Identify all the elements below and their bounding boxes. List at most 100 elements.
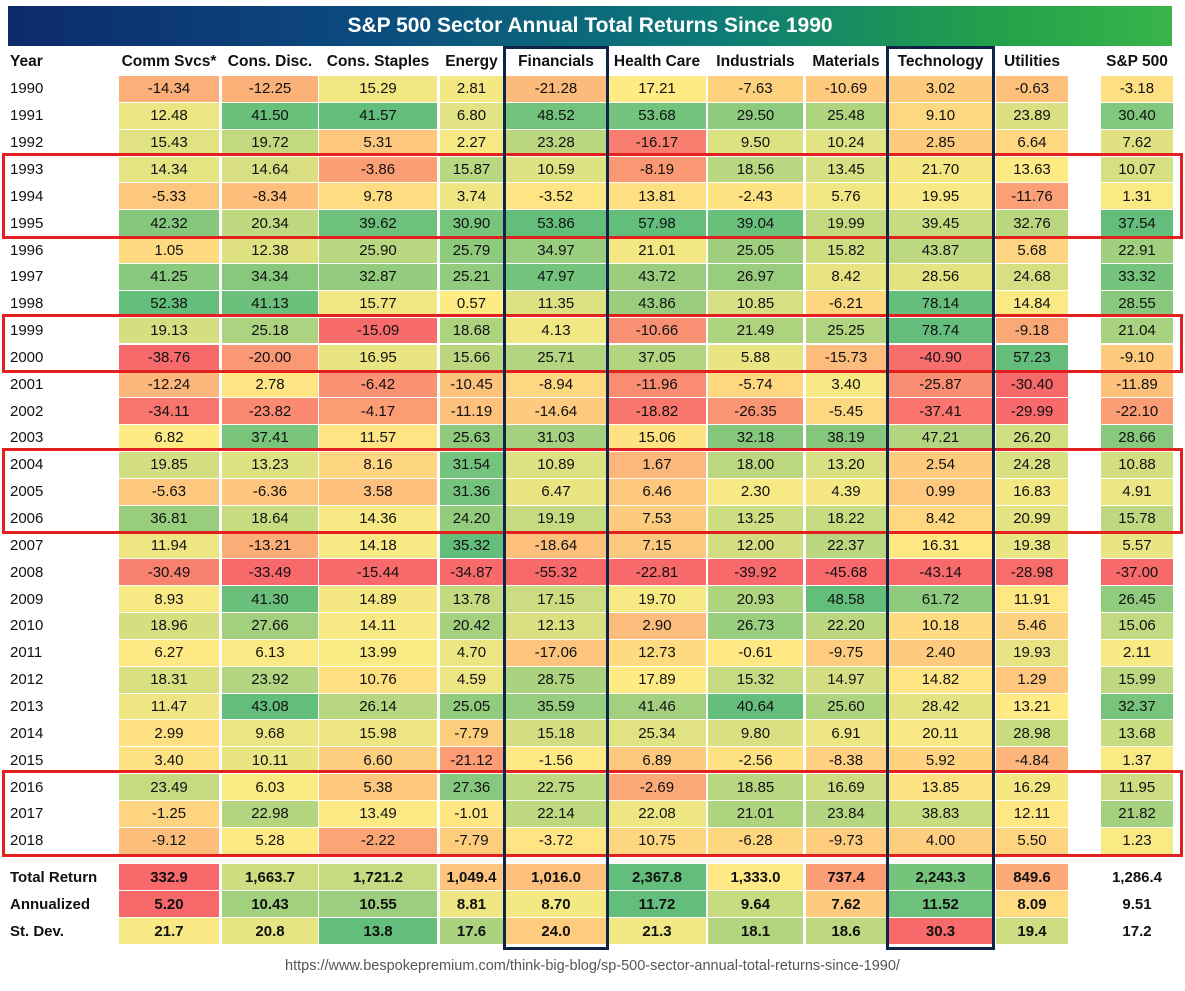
data-cell: 3.58 [319, 478, 437, 505]
data-cell: 32.76 [996, 210, 1068, 237]
data-cell: 21.04 [1101, 317, 1173, 344]
data-cell: -33.49 [222, 559, 318, 586]
data-cell: -15.73 [806, 344, 886, 371]
data-cell: 23.28 [506, 129, 606, 156]
data-cell: -3.18 [1101, 76, 1173, 102]
data-cell: 6.47 [506, 478, 606, 505]
data-cell: 30.40 [1101, 102, 1173, 129]
data-cell: 19.38 [996, 532, 1068, 559]
data-cell: 18.96 [119, 613, 219, 639]
data-cell: 5.92 [889, 747, 992, 774]
data-cell: 25.60 [806, 693, 886, 720]
data-cell: 10.11 [222, 747, 318, 774]
data-cell: 10.75 [608, 827, 706, 854]
data-cell: 15.43 [119, 129, 219, 156]
data-cell: 6.89 [608, 747, 706, 774]
data-cell: 23.49 [119, 774, 219, 800]
data-cell: 25.34 [608, 720, 706, 747]
data-cell: -2.69 [608, 774, 706, 800]
data-cell: 12.48 [119, 102, 219, 129]
summary-cell: 8.09 [996, 891, 1068, 917]
data-cell: 38.19 [806, 425, 886, 451]
data-cell: 6.03 [222, 774, 318, 800]
data-cell: 17.15 [506, 586, 606, 612]
summary-cell: 1,663.7 [222, 864, 318, 890]
year-label: 2000 [10, 348, 44, 366]
data-cell: 5.46 [996, 613, 1068, 639]
year-label: 2012 [10, 671, 44, 689]
data-cell: 47.97 [506, 263, 606, 290]
data-cell: 19.95 [889, 183, 992, 210]
data-cell: 15.78 [1101, 505, 1173, 532]
data-cell: 6.82 [119, 425, 219, 451]
data-cell: -16.17 [608, 129, 706, 156]
summary-cell: 19.4 [996, 918, 1068, 944]
data-cell: 15.98 [319, 720, 437, 747]
data-cell: -55.32 [506, 559, 606, 586]
data-cell: 2.90 [608, 613, 706, 639]
summary-cell: 11.52 [889, 891, 992, 917]
data-cell: 25.05 [440, 693, 503, 720]
data-cell: 15.99 [1101, 666, 1173, 693]
data-cell: -2.22 [319, 827, 437, 854]
column-header: Comm Svcs* [121, 53, 217, 70]
data-cell: 28.42 [889, 693, 992, 720]
data-cell: 22.37 [806, 532, 886, 559]
data-cell: -22.10 [1101, 398, 1173, 425]
column-header: Cons. Disc. [227, 53, 313, 70]
data-cell: 10.88 [1101, 451, 1173, 478]
year-label: 2009 [10, 590, 44, 608]
data-cell: 13.63 [996, 156, 1068, 183]
data-cell: 6.60 [319, 747, 437, 774]
data-cell: 10.07 [1101, 156, 1173, 183]
data-cell: 1.05 [119, 237, 219, 263]
column-header: Health Care [613, 53, 701, 70]
data-cell: 78.74 [889, 317, 992, 344]
year-label: 1990 [10, 80, 44, 98]
summary-cell: 30.3 [889, 918, 992, 944]
data-cell: 23.84 [806, 800, 886, 827]
data-cell: -17.06 [506, 639, 606, 666]
data-cell: -15.44 [319, 559, 437, 586]
data-cell: 16.31 [889, 532, 992, 559]
data-cell: 7.62 [1101, 129, 1173, 156]
data-cell: 26.73 [708, 613, 803, 639]
data-cell: 18.22 [806, 505, 886, 532]
data-cell: 13.99 [319, 639, 437, 666]
summary-cell: 1,016.0 [506, 864, 606, 890]
data-cell: -8.19 [608, 156, 706, 183]
data-cell: 28.56 [889, 263, 992, 290]
data-cell: -2.56 [708, 747, 803, 774]
data-cell: 43.87 [889, 237, 992, 263]
year-label: 2013 [10, 697, 44, 715]
data-cell: 2.54 [889, 451, 992, 478]
data-cell: 34.34 [222, 263, 318, 290]
data-cell: 9.80 [708, 720, 803, 747]
summary-label: St. Dev. [10, 922, 64, 940]
data-cell: 14.11 [319, 613, 437, 639]
data-cell: 2.99 [119, 720, 219, 747]
data-cell: 10.89 [506, 451, 606, 478]
data-cell: -38.76 [119, 344, 219, 371]
data-cell: 41.46 [608, 693, 706, 720]
year-label: 2003 [10, 429, 44, 447]
summary-cell: 849.6 [996, 864, 1068, 890]
data-cell: 21.01 [608, 237, 706, 263]
data-cell: 21.01 [708, 800, 803, 827]
data-cell: 11.47 [119, 693, 219, 720]
data-cell: -43.14 [889, 559, 992, 586]
data-cell: 18.85 [708, 774, 803, 800]
data-cell: 2.27 [440, 129, 503, 156]
data-cell: 15.06 [1101, 613, 1173, 639]
data-cell: -11.19 [440, 398, 503, 425]
year-label: 2007 [10, 536, 44, 554]
data-cell: 15.77 [319, 290, 437, 317]
year-label: 2006 [10, 510, 44, 528]
year-label: 1991 [10, 107, 44, 125]
data-cell: 25.48 [806, 102, 886, 129]
data-cell: 19.99 [806, 210, 886, 237]
data-cell: 33.32 [1101, 263, 1173, 290]
year-label: 2018 [10, 832, 44, 850]
data-cell: 20.11 [889, 720, 992, 747]
data-cell: -1.01 [440, 800, 503, 827]
